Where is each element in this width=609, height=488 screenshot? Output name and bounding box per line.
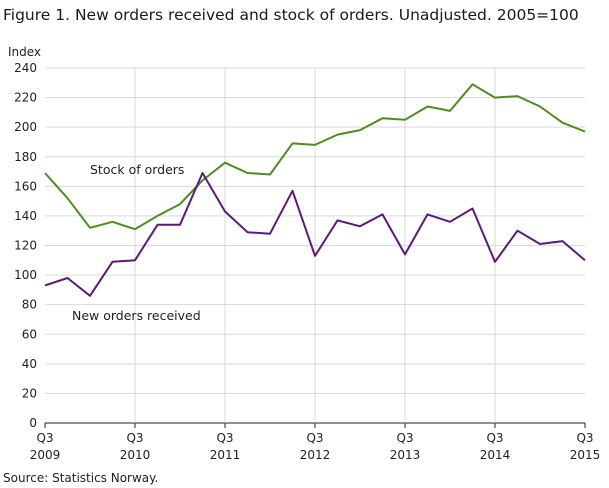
y-tick-label: 180 — [14, 150, 37, 164]
x-tick-label-year: 2009 — [30, 448, 61, 462]
y-tick-label: 100 — [14, 268, 37, 282]
x-tick-label-year: 2015 — [570, 448, 601, 462]
y-tick-label: 120 — [14, 239, 37, 253]
x-tick-label-quarter: Q3 — [216, 431, 233, 445]
x-tick-label-year: 2014 — [480, 448, 511, 462]
y-tick-label: 20 — [22, 386, 37, 400]
y-tick-label: 200 — [14, 120, 37, 134]
series-label-stock-of-orders: Stock of orders — [90, 162, 184, 177]
series-line-new-orders-received — [44, 172, 586, 297]
x-tick-label-quarter: Q3 — [306, 431, 323, 445]
y-tick-label: 140 — [14, 209, 37, 223]
x-tick-label-quarter: Q3 — [486, 431, 503, 445]
y-tick-label: 220 — [14, 91, 37, 105]
series-label-new-orders-received: New orders received — [72, 308, 201, 323]
chart-title: Figure 1. New orders received and stock … — [3, 6, 579, 24]
x-tick-label-quarter: Q3 — [36, 431, 53, 445]
y-tick-label: 240 — [14, 61, 37, 75]
x-tick-label-year: 2013 — [390, 448, 421, 462]
y-tick-label: 0 — [29, 416, 37, 430]
x-tick-label-year: 2010 — [120, 448, 151, 462]
y-tick-label: 80 — [22, 298, 37, 312]
series-line-stock-of-orders — [44, 83, 586, 231]
y-axis-label: Index — [8, 45, 41, 59]
x-tick-label-quarter: Q3 — [576, 431, 593, 445]
y-tick-label: 40 — [22, 357, 37, 371]
x-tick-label-quarter: Q3 — [126, 431, 143, 445]
y-tick-label: 60 — [22, 327, 37, 341]
source-note: Source: Statistics Norway. — [3, 471, 159, 485]
x-tick-label-year: 2011 — [210, 448, 241, 462]
x-tick-label-quarter: Q3 — [396, 431, 413, 445]
y-tick-label: 160 — [14, 179, 37, 193]
x-tick-label-year: 2012 — [300, 448, 331, 462]
